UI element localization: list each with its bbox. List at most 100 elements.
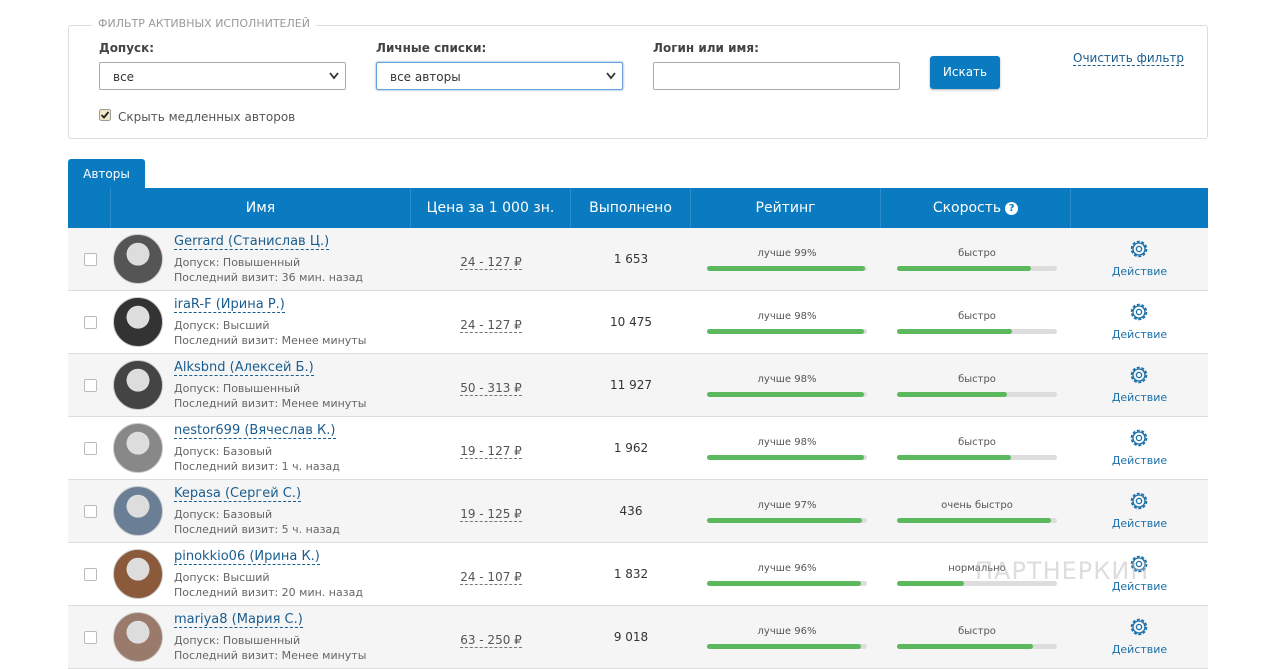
speed-track: [897, 644, 1057, 649]
rating-label: лучше 97%: [757, 500, 817, 511]
price[interactable]: 50 - 313 ₽: [460, 381, 522, 396]
action-link[interactable]: Действие: [1111, 643, 1168, 656]
speed-label: быстро: [958, 626, 996, 637]
authors-tab[interactable]: Авторы: [68, 159, 145, 189]
price[interactable]: 24 - 107 ₽: [460, 570, 522, 585]
access-label: Допуск:: [99, 41, 155, 55]
price-cell: 24 - 107 ₽: [411, 566, 571, 585]
price[interactable]: 63 - 250 ₽: [460, 633, 522, 648]
price[interactable]: 24 - 127 ₽: [460, 318, 522, 333]
author-access: Допуск: Повышенный: [174, 256, 301, 269]
done-count: 10 475: [610, 315, 652, 329]
price[interactable]: 19 - 127 ₽: [460, 444, 522, 459]
row-checkbox[interactable]: [84, 253, 97, 266]
rating-track: [707, 329, 867, 334]
gear-icon[interactable]: [1128, 301, 1150, 323]
price-cell: 63 - 250 ₽: [411, 629, 571, 648]
column-header: Выполнено: [571, 188, 691, 228]
speed-bar: [897, 266, 1032, 271]
price-cell: 24 - 127 ₽: [411, 314, 571, 333]
header-cell: [68, 188, 111, 228]
avatar: [113, 234, 163, 284]
search-button[interactable]: Искать: [930, 56, 1000, 89]
speed-bar: [897, 455, 1011, 460]
help-icon[interactable]: ?: [1005, 201, 1019, 215]
price-cell: 24 - 127 ₽: [411, 251, 571, 270]
author-visit: Последний визит: 20 мин. назад: [174, 586, 363, 599]
column-header: Скорость?: [881, 188, 1071, 228]
rating-label: лучше 98%: [757, 437, 817, 448]
rating-track: [707, 392, 867, 397]
author-visit: Последний визит: Менее минуты: [174, 334, 367, 347]
speed-track: [897, 455, 1057, 460]
avatar: [113, 486, 163, 536]
row-checkbox[interactable]: [84, 316, 97, 329]
speed-track: [897, 581, 1057, 586]
author-access: Допуск: Базовый: [174, 445, 273, 458]
access-select[interactable]: все: [99, 62, 346, 90]
lists-value: все авторы: [390, 70, 461, 84]
rating-bar: [707, 644, 861, 649]
author-access: Допуск: Базовый: [174, 508, 273, 521]
table-header: Имя Цена за 1 000 зн. Выполнено Рейтинг Скор…: [68, 188, 1208, 228]
speed-label: быстро: [958, 311, 996, 322]
gear-icon[interactable]: [1128, 616, 1150, 638]
action-link[interactable]: Действие: [1111, 265, 1168, 278]
speed-track: [897, 266, 1057, 271]
action-link[interactable]: Действие: [1111, 517, 1168, 530]
rating-track: [707, 455, 867, 460]
row-checkbox[interactable]: [84, 442, 97, 455]
speed-bar: [897, 392, 1008, 397]
speed-track: [897, 518, 1057, 523]
lists-select[interactable]: все авторы: [376, 62, 623, 90]
action-link[interactable]: Действие: [1111, 580, 1168, 593]
done-count: 1 962: [613, 441, 649, 455]
gear-icon[interactable]: [1128, 238, 1150, 260]
gear-icon[interactable]: [1128, 553, 1150, 575]
action-link[interactable]: Действие: [1111, 391, 1168, 404]
avatar: [113, 360, 163, 410]
row-checkbox[interactable]: [84, 568, 97, 581]
price[interactable]: 24 - 127 ₽: [460, 255, 522, 270]
author-name[interactable]: nestor699 (Вячеслав К.): [174, 423, 336, 439]
row-checkbox[interactable]: [84, 505, 97, 518]
author-name[interactable]: iraR-F (Ирина Р.): [174, 297, 285, 313]
rating-track: [707, 518, 867, 523]
login-label: Логин или имя:: [653, 41, 759, 55]
speed-label: нормально: [948, 563, 1006, 574]
price-cell: 19 - 127 ₽: [411, 440, 571, 459]
column-header: Рейтинг: [691, 188, 881, 228]
author-name[interactable]: pinokkio06 (Ирина К.): [174, 549, 320, 565]
gear-icon[interactable]: [1128, 364, 1150, 386]
clear-filter[interactable]: Очистить фильтр: [1073, 51, 1185, 66]
author-access: Допуск: Повышенный: [174, 382, 301, 395]
author-name[interactable]: mariya8 (Мария С.): [174, 612, 303, 628]
speed-bar: [897, 329, 1013, 334]
author-name[interactable]: Gerrard (Станислав Ц.): [174, 234, 330, 250]
filter-box: [68, 25, 1208, 139]
gear-icon[interactable]: [1128, 490, 1150, 512]
author-row: iraR-F (Ирина Р.) Допуск: Высший Последний…: [68, 291, 1208, 354]
row-checkbox[interactable]: [84, 379, 97, 392]
row-checkbox[interactable]: [84, 631, 97, 644]
rating-bar: [707, 266, 866, 271]
login-input[interactable]: [653, 62, 900, 90]
column-header: Имя: [111, 188, 411, 228]
filter-legend: ФИЛЬТР АКТИВНЫХ ИСПОЛНИТЕЛЕЙ: [92, 17, 316, 30]
rating-bar: [707, 455, 864, 460]
avatar: [113, 549, 163, 599]
done-count: 436: [619, 504, 643, 518]
action-link[interactable]: Действие: [1111, 454, 1168, 467]
gear-icon[interactable]: [1128, 427, 1150, 449]
hide-slow-checkbox[interactable]: [99, 109, 111, 121]
avatar: [113, 612, 163, 662]
author-name[interactable]: Alksbnd (Алексей Б.): [174, 360, 314, 376]
speed-bar: [897, 581, 965, 586]
author-name[interactable]: Kepasa (Сергей С.): [174, 486, 302, 502]
action-link[interactable]: Действие: [1111, 328, 1168, 341]
price[interactable]: 19 - 125 ₽: [460, 507, 522, 522]
price-cell: 19 - 125 ₽: [411, 503, 571, 522]
rating-track: [707, 266, 867, 271]
author-row: mariya8 (Мария С.) Допуск: Повышенный Посл…: [68, 606, 1208, 669]
